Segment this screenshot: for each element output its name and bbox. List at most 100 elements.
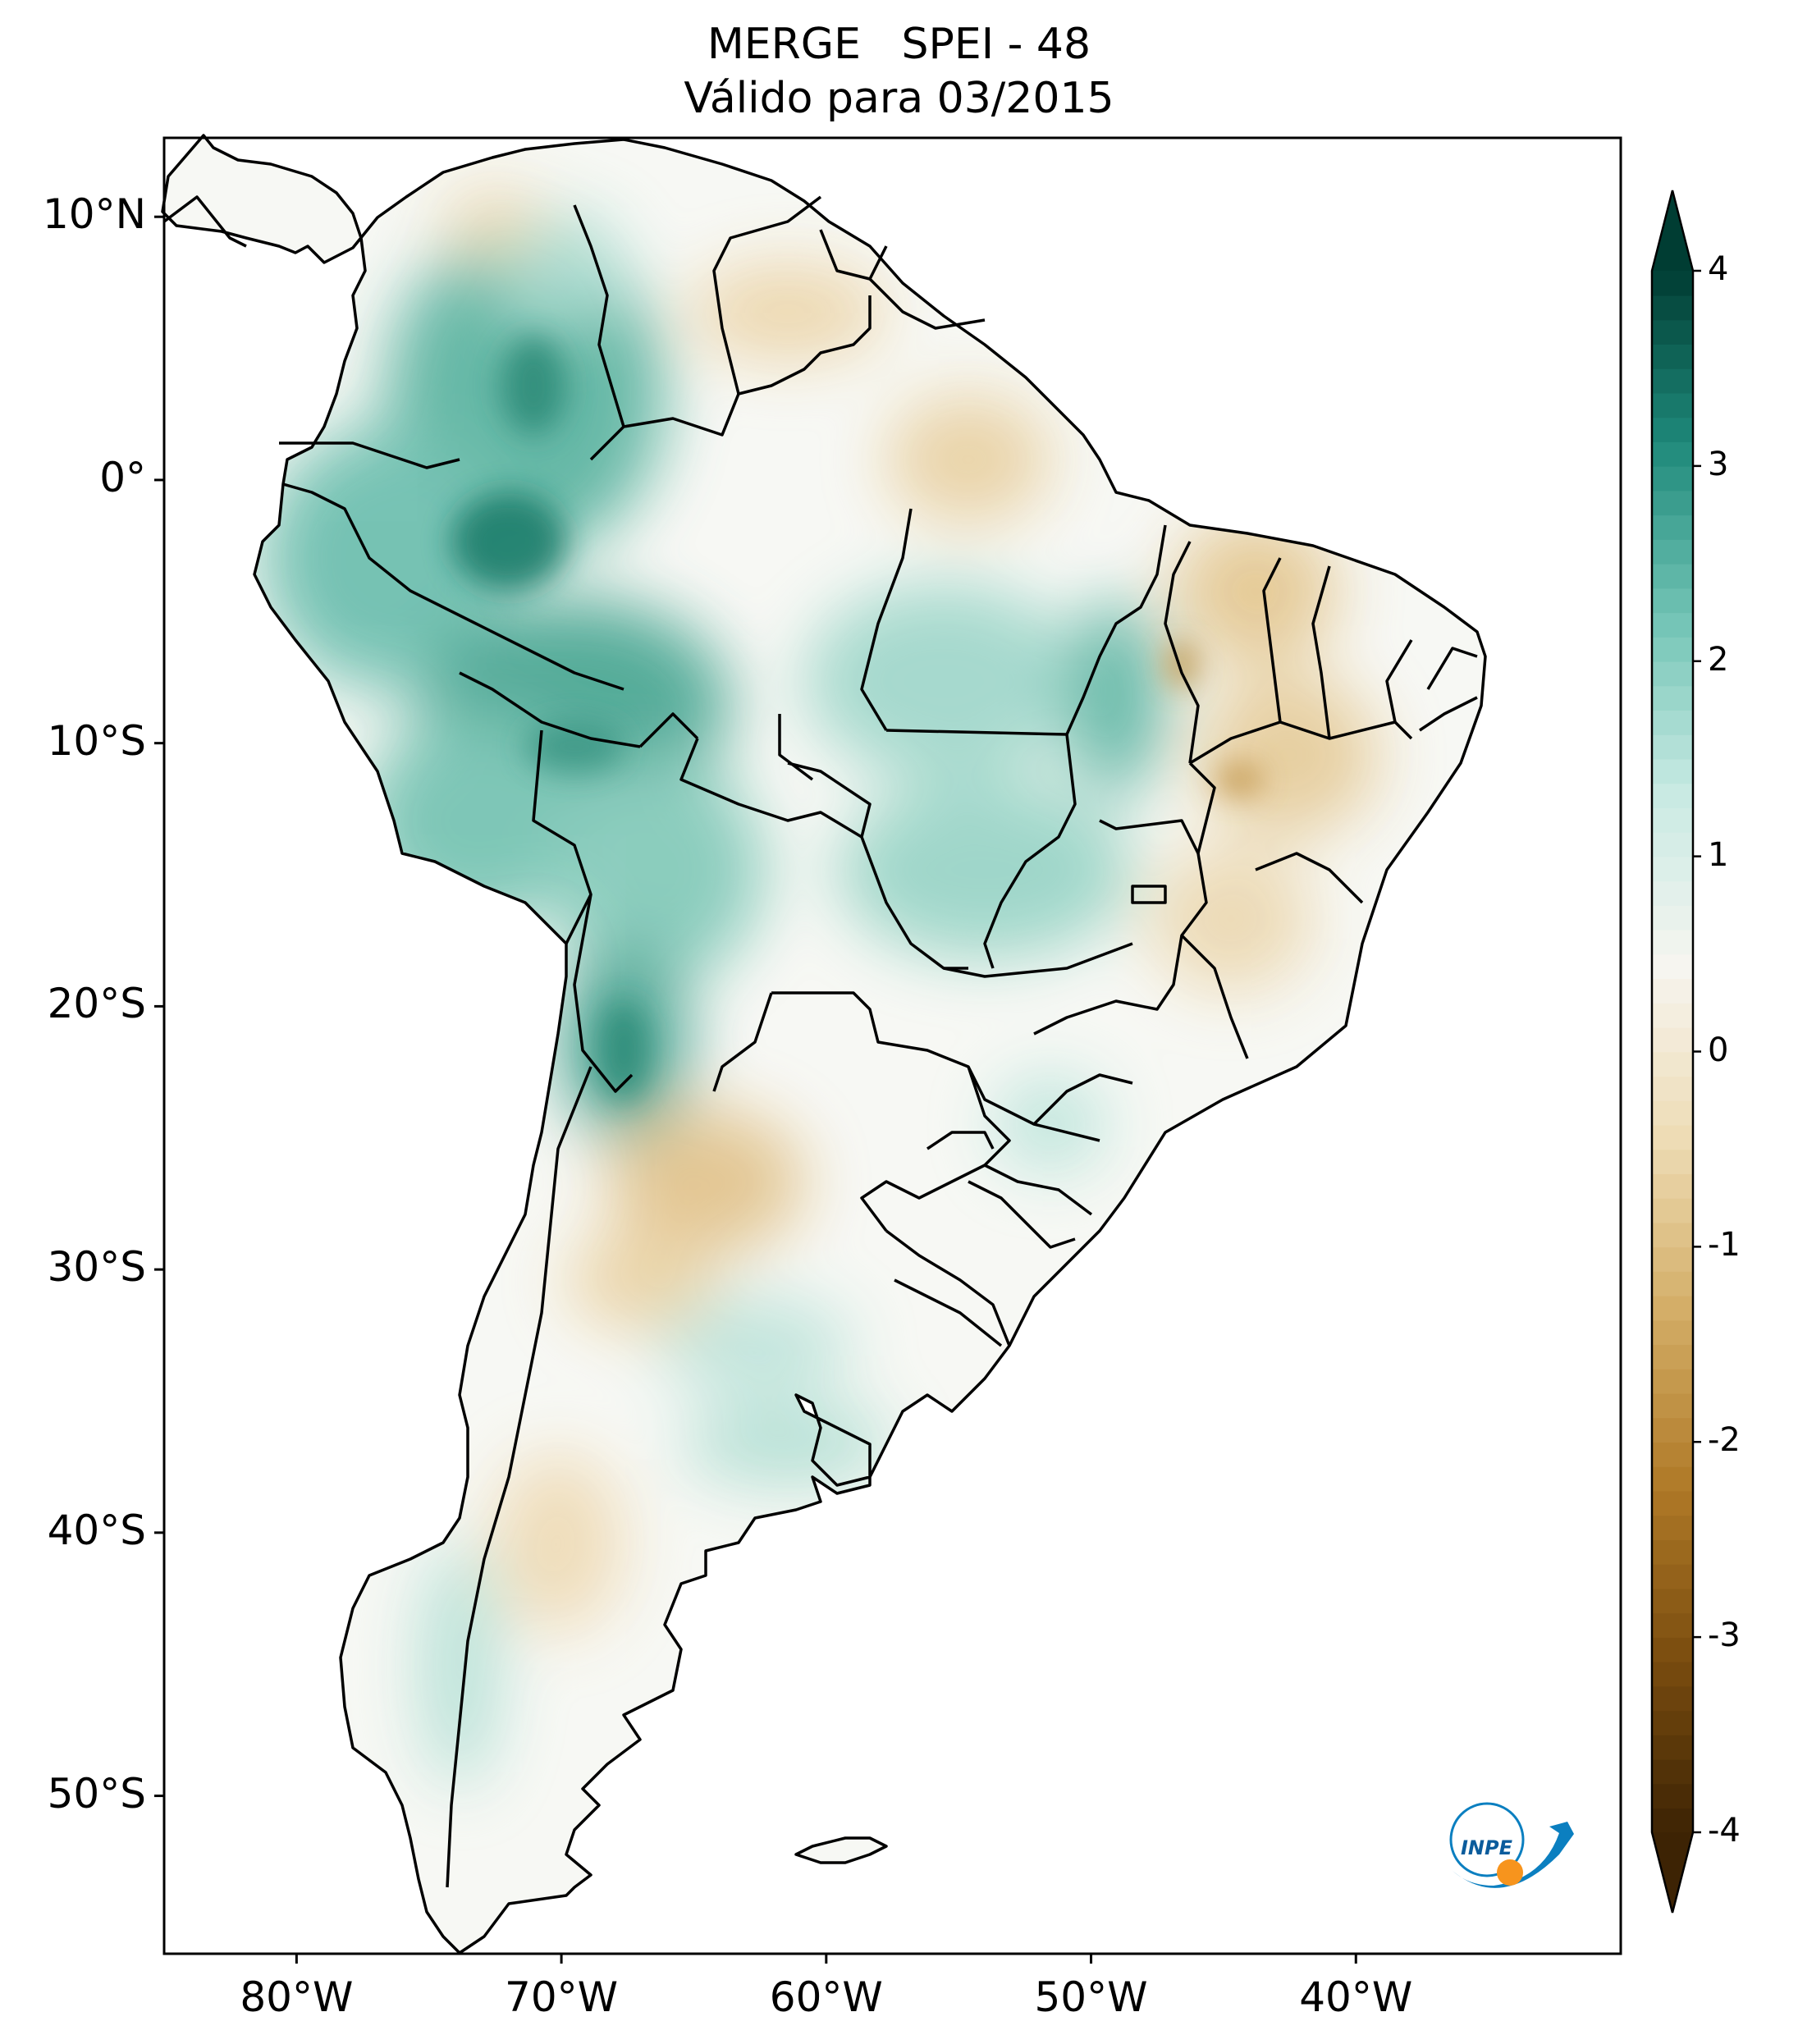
colorbar-segment bbox=[1652, 295, 1693, 321]
map-frame bbox=[162, 136, 1622, 1955]
colorbar-segment bbox=[1652, 1149, 1693, 1174]
colorbar-segment bbox=[1652, 807, 1693, 833]
colorbar-segment bbox=[1652, 1319, 1693, 1346]
colorbar-segment bbox=[1652, 1417, 1693, 1443]
colorbar-segment bbox=[1652, 1758, 1693, 1785]
colorbar-segment bbox=[1652, 661, 1693, 687]
colorbar-segment bbox=[1652, 1246, 1693, 1272]
lon-tick-label: 80°W bbox=[240, 1973, 354, 2021]
inpe-logo: INPE bbox=[1449, 1802, 1574, 1888]
colorbar-tick-label: -4 bbox=[1708, 1812, 1741, 1850]
chart-title-line1: MERGE SPEI - 48 bbox=[707, 20, 1091, 69]
lon-tick-label: 70°W bbox=[505, 1973, 619, 2021]
colorbar-segment bbox=[1652, 1027, 1693, 1053]
colorbar-segment bbox=[1652, 856, 1693, 882]
colorbar-segment bbox=[1652, 685, 1693, 711]
colorbar-segment bbox=[1652, 441, 1693, 467]
colorbar-tick-label: 4 bbox=[1708, 250, 1729, 288]
colorbar-segment bbox=[1652, 1295, 1693, 1321]
logo-sun bbox=[1497, 1859, 1523, 1886]
colorbar-ticks bbox=[1693, 269, 1701, 1834]
colorbar-segment bbox=[1652, 1661, 1693, 1687]
colorbar-segment bbox=[1652, 710, 1693, 735]
colorbar-segment bbox=[1652, 1710, 1693, 1735]
lon-tick-label: 60°W bbox=[769, 1973, 883, 2021]
colorbar-segment bbox=[1652, 392, 1693, 418]
colorbar-extend-min bbox=[1652, 1832, 1693, 1913]
colorbar-segment bbox=[1652, 1271, 1693, 1296]
chart-title-line2: Válido para 03/2015 bbox=[684, 74, 1114, 123]
colorbar-segment bbox=[1652, 1539, 1693, 1565]
colorbar-segment bbox=[1652, 1003, 1693, 1028]
colorbar-segment bbox=[1652, 1563, 1693, 1589]
lat-tick-label: 10°S bbox=[47, 716, 146, 765]
colorbar-segment bbox=[1652, 978, 1693, 1004]
colorbar-segment bbox=[1652, 1442, 1693, 1467]
colorbar-segment bbox=[1652, 1735, 1693, 1760]
colorbar-segments bbox=[1652, 271, 1693, 1833]
colorbar-segment bbox=[1652, 319, 1693, 345]
colorbar-tick-label: 3 bbox=[1708, 445, 1729, 483]
colorbar-tick-label: -1 bbox=[1708, 1226, 1741, 1264]
lat-tick-label: 10°N bbox=[42, 190, 146, 239]
lat-tick-label: 20°S bbox=[47, 980, 146, 1028]
colorbar-segment bbox=[1652, 953, 1693, 980]
colorbar-segment bbox=[1652, 417, 1693, 442]
colorbar-segment bbox=[1652, 1344, 1693, 1370]
colorbar-segment bbox=[1652, 1685, 1693, 1712]
colorbar-segment bbox=[1652, 612, 1693, 638]
colorbar-segment bbox=[1652, 1076, 1693, 1101]
colorbar-tick-label: -2 bbox=[1708, 1421, 1741, 1460]
colorbar-segment bbox=[1652, 880, 1693, 906]
colorbar-tick-label: 1 bbox=[1708, 835, 1729, 874]
latitude-ticks bbox=[154, 215, 164, 1798]
colorbar-segment bbox=[1652, 734, 1693, 760]
colorbar-segment bbox=[1652, 1051, 1693, 1077]
lat-tick-label: 30°S bbox=[47, 1243, 146, 1292]
colorbar-segment bbox=[1652, 539, 1693, 565]
coastline-and-borders bbox=[161, 134, 1487, 1955]
colorbar-segment bbox=[1652, 1466, 1693, 1492]
lat-tick-label: 0° bbox=[99, 453, 146, 501]
colorbar-segment bbox=[1652, 1588, 1693, 1614]
colorbar-segment bbox=[1652, 1783, 1693, 1809]
colorbar-segment bbox=[1652, 588, 1693, 614]
colorbar-segment bbox=[1652, 1490, 1693, 1516]
colorbar-tick-label: 0 bbox=[1708, 1031, 1729, 1069]
colorbar-segment bbox=[1652, 344, 1693, 369]
longitude-ticks bbox=[295, 1954, 1357, 1964]
colorbar-segment bbox=[1652, 905, 1693, 931]
colorbar-segment bbox=[1652, 1173, 1693, 1199]
colorbar-segment bbox=[1652, 490, 1693, 516]
colorbar-segment bbox=[1652, 368, 1693, 394]
colorbar bbox=[1650, 190, 1701, 1914]
colorbar-tick-label: 2 bbox=[1708, 640, 1729, 679]
logo-swoosh bbox=[1453, 1822, 1574, 1888]
colorbar-segment bbox=[1652, 271, 1693, 296]
colorbar-tick-label: -3 bbox=[1708, 1616, 1741, 1655]
colorbar-segment bbox=[1652, 1637, 1693, 1662]
colorbar-segment bbox=[1652, 637, 1693, 662]
colorbar-segment bbox=[1652, 929, 1693, 955]
lat-tick-label: 40°S bbox=[47, 1506, 146, 1554]
colorbar-segment bbox=[1652, 1222, 1693, 1248]
logo-text: INPE bbox=[1461, 1836, 1513, 1859]
colorbar-segment bbox=[1652, 831, 1693, 857]
lon-tick-label: 50°W bbox=[1034, 1973, 1148, 2021]
colorbar-segment bbox=[1652, 1124, 1693, 1150]
colorbar-segment bbox=[1652, 1808, 1693, 1833]
colorbar-segment bbox=[1652, 514, 1693, 540]
lat-tick-label: 50°S bbox=[47, 1769, 146, 1818]
colorbar-segment bbox=[1652, 1369, 1693, 1394]
logo-orbit bbox=[1449, 1802, 1525, 1877]
colorbar-segment bbox=[1652, 1392, 1693, 1419]
colorbar-segment bbox=[1652, 1515, 1693, 1540]
colorbar-segment bbox=[1652, 1612, 1693, 1638]
lon-tick-label: 40°W bbox=[1299, 1973, 1413, 2021]
colorbar-extend-max bbox=[1652, 190, 1693, 271]
colorbar-segment bbox=[1652, 1100, 1693, 1126]
colorbar-segment bbox=[1652, 1197, 1693, 1223]
colorbar-segment bbox=[1652, 758, 1693, 784]
colorbar-segment bbox=[1652, 563, 1693, 589]
